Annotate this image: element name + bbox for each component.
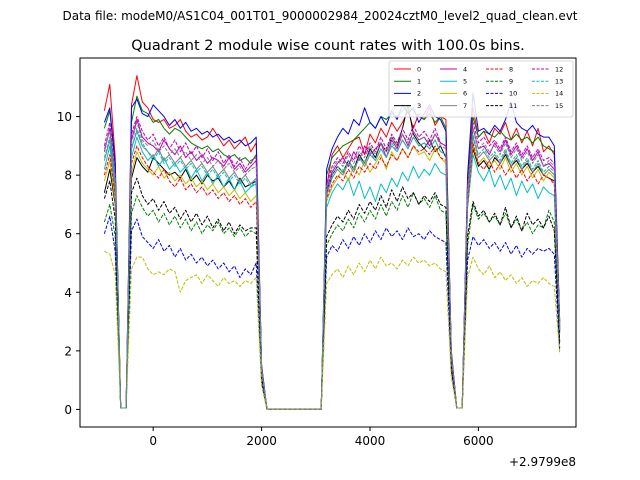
legend-label-1: 1 [417, 78, 421, 86]
legend-label-15: 15 [555, 102, 563, 110]
y-tick-label: 0 [64, 403, 72, 417]
series-line-1 [103, 95, 561, 410]
y-tick-label: 2 [64, 344, 72, 358]
legend-label-12: 12 [555, 65, 563, 73]
legend-label-0: 0 [417, 65, 421, 73]
legend-label-3: 3 [417, 102, 421, 110]
legend-label-13: 13 [555, 78, 563, 86]
x-tick-label: 6000 [463, 434, 494, 448]
legend-box [388, 60, 574, 118]
x-tick-label: 0 [149, 434, 157, 448]
legend-label-8: 8 [509, 65, 513, 73]
series-line-2 [103, 92, 561, 410]
series-line-4 [103, 119, 561, 410]
y-tick-label: 4 [64, 286, 72, 300]
series-line-12 [103, 116, 561, 410]
series-line-9 [103, 192, 561, 410]
series-line-6 [103, 145, 561, 410]
legend-label-9: 9 [509, 78, 513, 86]
x-offset-label: +2.9799e8 [509, 455, 576, 469]
y-tick-label: 8 [64, 169, 72, 183]
series-line-13 [103, 127, 561, 410]
chart-title: Quadrant 2 module wise count rates with … [131, 38, 525, 54]
x-tick-label: 2000 [246, 434, 277, 448]
y-tick-label: 6 [64, 227, 72, 241]
legend-label-5: 5 [463, 78, 467, 86]
plot-frame [79, 57, 577, 428]
legend-label-2: 2 [417, 90, 421, 98]
legend-label-10: 10 [509, 90, 517, 98]
legend-label-6: 6 [463, 90, 467, 98]
legend-label-4: 4 [463, 65, 467, 73]
series-line-10 [103, 215, 561, 410]
series-line-15 [103, 121, 561, 410]
y-tick-label: 10 [57, 110, 72, 124]
x-tick-label: 4000 [355, 434, 386, 448]
legend-label-11: 11 [509, 102, 517, 110]
chart-suptitle: Data file: modeM0/AS1C04_001T01_90000029… [62, 9, 577, 23]
legend-label-7: 7 [463, 102, 467, 110]
series-line-14 [104, 250, 561, 410]
legend-label-14: 14 [555, 90, 563, 98]
series-line-11 [103, 177, 561, 410]
series-line-5 [103, 136, 561, 410]
